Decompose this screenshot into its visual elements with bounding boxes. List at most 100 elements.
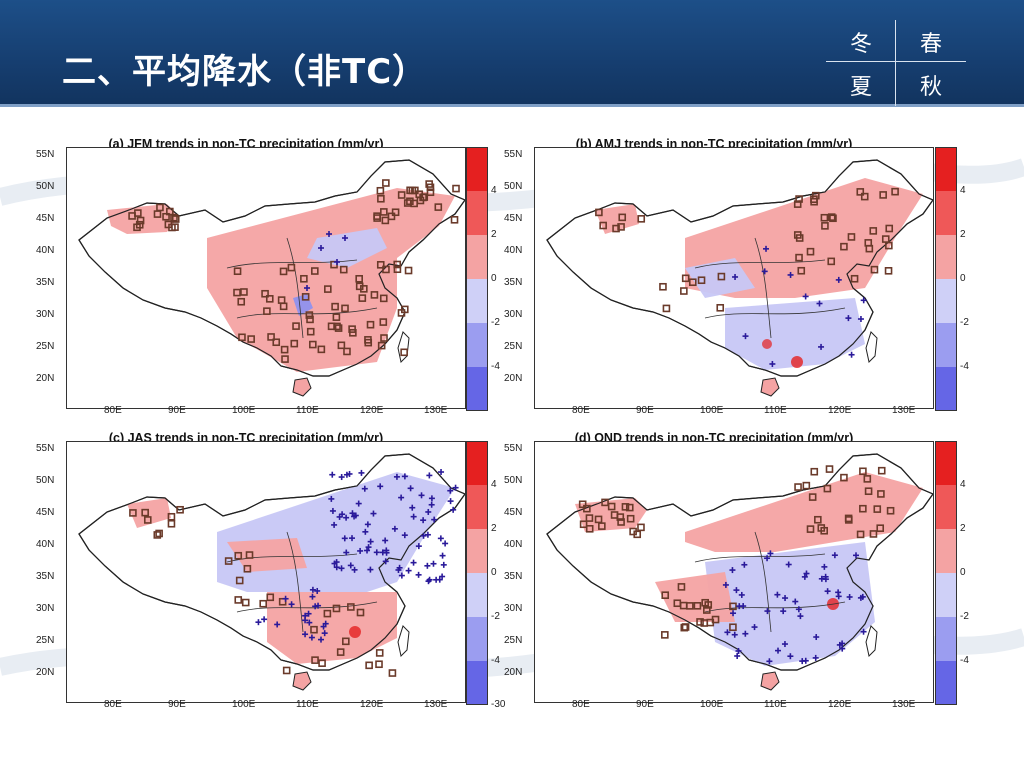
colorbar-segment <box>466 441 488 485</box>
panel-d-lon-tick: 90E <box>636 699 654 710</box>
slide-title: 二、平均降水（非TC） <box>62 52 428 92</box>
panel-c-lat-tick: 50N <box>36 475 55 486</box>
colorbar-segment <box>935 147 957 191</box>
panel-d-lat-tick: 35N <box>504 571 523 582</box>
colorbar-label: 4 <box>960 479 966 490</box>
colorbar-label: -30 <box>491 699 506 710</box>
panel-b-lat-tick: 25N <box>504 341 523 352</box>
colorbar-label: 2 <box>960 229 966 240</box>
panel-d-lon-tick: 100E <box>700 699 724 710</box>
panel-a-lon-tick: 120E <box>360 405 384 416</box>
panel-c-lat-tick: 30N <box>36 603 55 614</box>
colorbar-label: 0 <box>960 273 966 284</box>
colorbar-label: -4 <box>960 361 969 372</box>
colorbar-segment <box>466 147 488 191</box>
colorbar-segment <box>935 191 957 235</box>
panel-a-lon-tick: 80E <box>104 405 122 416</box>
colorbar-a <box>466 147 488 411</box>
panel-a-lat-tick: 35N <box>36 277 55 288</box>
trend-field-b <box>546 159 933 397</box>
panel-c-lat-tick: 40N <box>36 539 55 550</box>
panel-b-lat-tick: 30N <box>504 309 523 320</box>
panel-d-lon-tick: 130E <box>892 699 916 710</box>
colorbar-label: -2 <box>491 611 500 622</box>
panel-c-lon-tick: 120E <box>360 699 384 710</box>
colorbar-segment <box>466 485 488 529</box>
map-panel-d: (d) OND trends in non-TC precipitation (… <box>504 431 934 709</box>
panel-d-lat-tick: 30N <box>504 603 523 614</box>
colorbar-label: 0 <box>491 273 497 284</box>
panel-b-lon-tick: 100E <box>700 405 724 416</box>
map-plot-b <box>534 147 934 409</box>
colorbar-segment <box>466 323 488 367</box>
colorbar-segment <box>466 529 488 573</box>
panel-b-lat-tick: 50N <box>504 181 523 192</box>
colorbar-label: 0 <box>491 567 497 578</box>
panel-c-lat-tick: 45N <box>36 507 55 518</box>
panel-c-lon-tick: 80E <box>104 699 122 710</box>
colorbar-label: -4 <box>491 361 500 372</box>
map-panel-b: (b) AMJ trends in non-TC precipitation (… <box>504 137 934 415</box>
colorbar-label: 2 <box>491 229 497 240</box>
colorbar-b <box>935 147 957 411</box>
slide-header <box>0 0 1024 104</box>
panel-a-lat-tick: 45N <box>36 213 55 224</box>
map-plot-c <box>66 441 466 703</box>
colorbar-segment <box>935 529 957 573</box>
panel-a-lat-tick: 30N <box>36 309 55 320</box>
trend-field-c <box>78 453 465 691</box>
colorbar-segment <box>466 191 488 235</box>
colorbar-segment <box>935 367 957 411</box>
colorbar-label: -2 <box>960 611 969 622</box>
colorbar-label: -4 <box>491 655 500 666</box>
map-panel-a: (a) JFM trends in non-TC precipitation (… <box>36 137 466 415</box>
colorbar-segment <box>466 661 488 705</box>
colorbar-segment <box>466 617 488 661</box>
season-table-vline <box>895 20 896 106</box>
colorbar-label: -4 <box>960 655 969 666</box>
panel-d-lon-tick: 110E <box>764 699 787 710</box>
header-divider <box>0 104 1024 107</box>
panel-c-lat-tick: 55N <box>36 443 55 454</box>
panel-c-lat-tick: 35N <box>36 571 55 582</box>
colorbar-segment <box>935 441 957 485</box>
colorbar-label: -2 <box>491 317 500 328</box>
panel-d-lon-tick: 80E <box>572 699 590 710</box>
panel-b-lat-tick: 20N <box>504 373 523 384</box>
colorbar-segment <box>935 573 957 617</box>
panel-c-lon-tick: 110E <box>296 699 319 710</box>
colorbar-segment <box>935 617 957 661</box>
colorbar-label: -2 <box>960 317 969 328</box>
panel-a-lat-tick: 40N <box>36 245 55 256</box>
panel-a-lat-tick: 20N <box>36 373 55 384</box>
colorbar-segment <box>466 235 488 279</box>
colorbar-segment <box>935 661 957 705</box>
panel-d-lat-tick: 45N <box>504 507 523 518</box>
colorbar-label: 4 <box>491 185 497 196</box>
colorbar-segment <box>466 573 488 617</box>
colorbar-segment <box>935 235 957 279</box>
colorbar-label: 4 <box>491 479 497 490</box>
panel-a-lat-tick: 55N <box>36 149 55 160</box>
season-summer: 夏 <box>849 74 872 100</box>
colorbar-segment <box>935 279 957 323</box>
season-spring: 春 <box>919 31 942 57</box>
panel-d-lat-tick: 55N <box>504 443 523 454</box>
season-autumn: 秋 <box>919 74 942 100</box>
panel-a-lat-tick: 50N <box>36 181 55 192</box>
panel-b-lon-tick: 120E <box>828 405 852 416</box>
map-plot-d <box>534 441 934 703</box>
panel-b-lon-tick: 90E <box>636 405 654 416</box>
map-plot-a <box>66 147 466 409</box>
panel-d-lat-tick: 50N <box>504 475 523 486</box>
panel-c-lon-tick: 100E <box>232 699 256 710</box>
panel-b-lon-tick: 130E <box>892 405 916 416</box>
panel-b-lat-tick: 55N <box>504 149 523 160</box>
map-panel-c: (c) JAS trends in non-TC precipitation (… <box>36 431 466 709</box>
panel-b-lon-tick: 110E <box>764 405 787 416</box>
trend-field-d <box>546 453 933 691</box>
colorbar-label: 2 <box>491 523 497 534</box>
panel-c-lat-tick: 25N <box>36 635 55 646</box>
colorbar-d <box>935 441 957 705</box>
panel-b-lat-tick: 40N <box>504 245 523 256</box>
